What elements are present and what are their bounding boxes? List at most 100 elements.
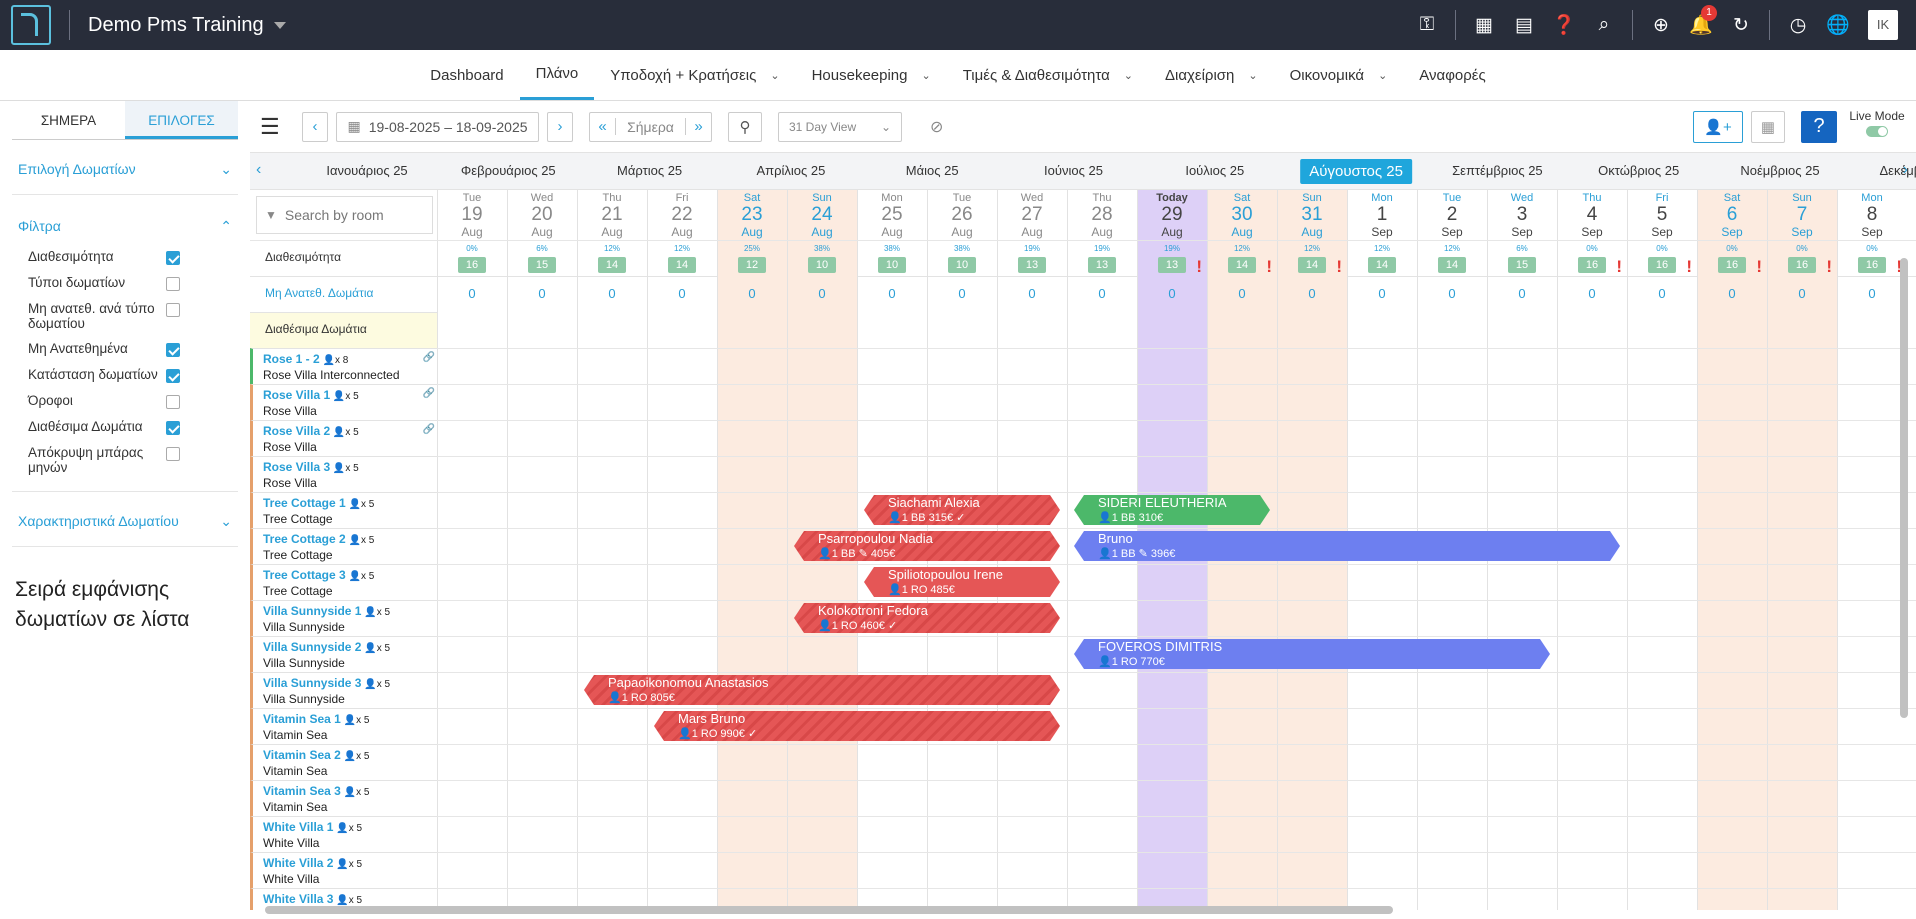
unassigned-count[interactable]: 0 — [748, 286, 756, 301]
apps-icon[interactable]: ▦ — [1475, 14, 1493, 36]
day-header[interactable]: Mon 1 Sep — [1347, 192, 1417, 239]
hide-icon[interactable]: ⊘ — [930, 118, 944, 136]
room-row[interactable]: Villa Sunnyside 2 👤x 5 Villa Sunnyside — [250, 636, 437, 672]
room-row[interactable]: Tree Cottage 3 👤x 5 Tree Cottage — [250, 564, 437, 600]
day-header[interactable]: Thu 28 Aug — [1067, 192, 1137, 239]
unassigned-count[interactable]: 0 — [1868, 286, 1876, 301]
booking-bar[interactable]: FOVEROS DIMITRIS 👤1 RO 770€ — [1074, 639, 1550, 669]
link-icon[interactable]: 🔗 — [422, 388, 435, 399]
month-tab[interactable]: Μάρτιος 25 — [617, 163, 683, 178]
month-tab[interactable]: Φεβρουάριος 25 — [460, 163, 556, 178]
day-header[interactable]: Sat 23 Aug — [717, 192, 787, 239]
month-tab[interactable]: Οκτώβριος 25 — [1598, 163, 1680, 178]
property-selector[interactable]: Demo Pms Training — [88, 14, 286, 37]
nav-item[interactable]: Διαχείριση ⌄ — [1149, 50, 1274, 100]
nav-item[interactable]: Οικονομικά ⌄ — [1274, 50, 1404, 100]
room-select-section[interactable]: Επιλογή Δωματίων ⌄ — [18, 156, 232, 182]
next-range-button[interactable]: › — [547, 111, 573, 142]
unassigned-count[interactable]: 0 — [958, 286, 966, 301]
month-tab[interactable]: Σεπτέμβριος 25 — [1452, 163, 1543, 178]
day-header[interactable]: Today 29 Aug — [1137, 192, 1207, 239]
month-tab[interactable]: Νοέμβριος 25 — [1740, 163, 1820, 178]
filter-icon[interactable]: ⚲ — [728, 111, 762, 142]
unassigned-count[interactable]: 0 — [1168, 286, 1176, 301]
room-row[interactable]: White Villa 2 👤x 5 White Villa — [250, 852, 437, 888]
key-icon[interactable]: ⚿ — [1419, 14, 1435, 35]
day-header[interactable]: Mon 25 Aug — [857, 192, 927, 239]
add-icon[interactable]: ⊕ — [1653, 14, 1669, 36]
month-tab[interactable]: Ιανουάριος 25 — [326, 163, 408, 178]
unassigned-count[interactable]: 0 — [468, 286, 476, 301]
filter-item[interactable]: Κατάσταση δωματίων — [0, 367, 250, 383]
booking-bar[interactable]: Spiliotopoulou Irene 👤1 RO 485€ — [864, 567, 1060, 597]
menu-icon[interactable]: ☰ — [260, 113, 280, 139]
booking-bar[interactable]: Bruno 👤1 BB ✎ 396€ — [1074, 531, 1620, 561]
month-tab[interactable]: Ιούλιος 25 — [1185, 163, 1245, 178]
filter-checkbox[interactable] — [166, 421, 180, 435]
unassigned-count[interactable]: 0 — [538, 286, 546, 301]
room-features-section[interactable]: Χαρακτηριστικά Δωματίου ⌄ — [18, 508, 232, 534]
next-month-icon[interactable]: › — [1902, 161, 1908, 178]
filter-checkbox[interactable] — [166, 277, 180, 291]
room-row[interactable]: Vitamin Sea 1 👤x 5 Vitamin Sea — [250, 708, 437, 744]
month-tab[interactable]: Μάιος 25 — [905, 163, 959, 178]
help-icon[interactable]: ❓ — [1552, 15, 1576, 36]
unassigned-count[interactable]: 0 — [678, 286, 686, 301]
unassigned-count[interactable]: 0 — [1308, 286, 1316, 301]
unassigned-count[interactable]: 0 — [1238, 286, 1246, 301]
app-logo[interactable] — [11, 5, 51, 45]
booking-bar[interactable]: Mars Bruno 👤1 RO 990€ ✓ — [654, 711, 1060, 741]
unassigned-count[interactable]: 0 — [888, 286, 896, 301]
unassigned-count[interactable]: 0 — [818, 286, 826, 301]
horizontal-scrollbar[interactable] — [265, 906, 1393, 914]
filter-item[interactable]: Τύποι δωματίων — [0, 275, 250, 291]
booking-bar[interactable]: Kolokotroni Fedora 👤1 RO 460€ ✓ — [794, 603, 1060, 633]
day-header[interactable]: Wed 20 Aug — [507, 192, 577, 239]
month-tab[interactable]: Απρίλιος 25 — [756, 163, 826, 178]
vertical-scrollbar[interactable] — [1900, 258, 1908, 718]
day-header[interactable]: Fri 5 Sep — [1627, 192, 1697, 239]
day-header[interactable]: Fri 22 Aug — [647, 192, 717, 239]
room-row[interactable]: Villa Sunnyside 1 👤x 5 Villa Sunnyside — [250, 600, 437, 636]
history-icon[interactable]: ◷ — [1789, 14, 1807, 36]
nav-item[interactable]: Dashboard — [414, 50, 519, 100]
unassigned-count[interactable]: 0 — [1518, 286, 1526, 301]
avatar[interactable]: IK — [1868, 10, 1898, 40]
date-range-picker[interactable]: ▦ 19-08-2025 – 18-09-2025 — [336, 111, 539, 142]
bell-icon[interactable]: 🔔 1 — [1681, 5, 1721, 37]
unassigned-count[interactable]: 0 — [1798, 286, 1806, 301]
nav-item[interactable]: Τιμές & Διαθεσιμότητα ⌄ — [947, 50, 1149, 100]
room-row[interactable]: White Villa 1 👤x 5 White Villa — [250, 816, 437, 852]
day-header[interactable]: Sun 31 Aug — [1277, 192, 1347, 239]
filter-item[interactable]: Απόκρυψη μπάρας μηνών — [0, 445, 250, 475]
filter-checkbox[interactable] — [166, 395, 180, 409]
filter-checkbox[interactable] — [166, 369, 180, 383]
tab-today[interactable]: ΣΗΜΕΡΑ — [40, 113, 97, 128]
unassigned-count[interactable]: 0 — [1658, 286, 1666, 301]
unassigned-count[interactable]: 0 — [1028, 286, 1036, 301]
nav-item[interactable]: Πλάνο — [519, 50, 595, 100]
booking-bar[interactable]: Papaoikonomou Anastasios 👤1 RO 805€ — [584, 675, 1060, 705]
globe-icon[interactable]: 🌐 — [1826, 15, 1850, 36]
live-mode-toggle[interactable] — [1866, 126, 1888, 137]
view-select[interactable]: 31 Day View ⌄ — [778, 111, 902, 142]
day-header[interactable]: Sat 6 Sep — [1697, 192, 1767, 239]
month-tab[interactable]: Δεκέμβριος 25 — [1879, 163, 1916, 178]
link-icon[interactable]: 🔗 — [422, 424, 435, 435]
nav-item[interactable]: Αναφορές — [1403, 50, 1501, 100]
filter-checkbox[interactable] — [166, 251, 180, 265]
day-header[interactable]: Sat 30 Aug — [1207, 192, 1277, 239]
day-header[interactable]: Thu 21 Aug — [577, 192, 647, 239]
refresh-icon[interactable]: ↻ — [1733, 14, 1749, 36]
filter-item[interactable]: Μη Ανατεθημένα — [0, 341, 250, 357]
unassigned-count[interactable]: 0 — [1728, 286, 1736, 301]
day-header[interactable]: Wed 27 Aug — [997, 192, 1067, 239]
day-header[interactable]: Thu 4 Sep — [1557, 192, 1627, 239]
day-header[interactable]: Sun 24 Aug — [787, 192, 857, 239]
link-icon[interactable]: 🔗 — [422, 352, 435, 363]
room-row[interactable]: Villa Sunnyside 3 👤x 5 Villa Sunnyside — [250, 672, 437, 708]
filter-checkbox[interactable] — [166, 303, 180, 317]
grid-view-button[interactable]: ▦ — [1751, 110, 1785, 143]
room-row[interactable]: Tree Cottage 1 👤x 5 Tree Cottage — [250, 492, 437, 528]
room-search-input[interactable]: ▼ Search by room — [256, 196, 433, 234]
